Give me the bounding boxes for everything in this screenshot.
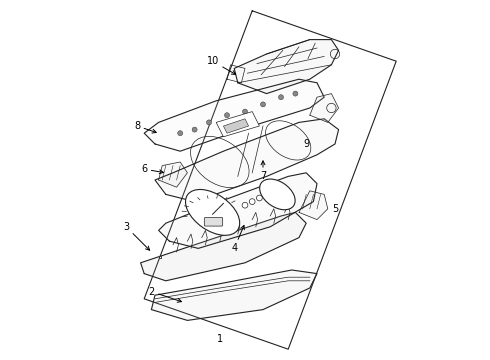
Text: 7: 7: [260, 161, 266, 181]
Text: 4: 4: [231, 225, 245, 253]
Circle shape: [293, 91, 298, 96]
Text: 10: 10: [206, 56, 236, 75]
Polygon shape: [310, 94, 339, 122]
Polygon shape: [151, 270, 317, 320]
Polygon shape: [159, 173, 317, 248]
Polygon shape: [159, 162, 187, 187]
Circle shape: [242, 202, 248, 208]
Ellipse shape: [260, 179, 295, 210]
Text: 9: 9: [303, 139, 309, 149]
Circle shape: [261, 102, 266, 107]
Polygon shape: [216, 112, 259, 137]
Circle shape: [192, 127, 197, 132]
Circle shape: [243, 109, 247, 114]
Polygon shape: [141, 212, 306, 281]
Circle shape: [278, 95, 284, 100]
Text: 3: 3: [123, 222, 149, 250]
Polygon shape: [299, 191, 328, 220]
Text: 1: 1: [217, 334, 223, 345]
Text: 5: 5: [332, 204, 338, 214]
Text: 8: 8: [134, 121, 156, 133]
Circle shape: [257, 195, 262, 201]
Polygon shape: [234, 40, 339, 94]
FancyBboxPatch shape: [204, 217, 222, 226]
Polygon shape: [223, 119, 248, 133]
Circle shape: [249, 199, 255, 204]
Ellipse shape: [186, 189, 240, 235]
Text: 2: 2: [148, 287, 181, 302]
Polygon shape: [144, 79, 324, 151]
Circle shape: [178, 131, 183, 136]
Circle shape: [224, 113, 229, 118]
Circle shape: [206, 120, 212, 125]
Polygon shape: [155, 119, 339, 202]
Text: 6: 6: [141, 164, 163, 174]
